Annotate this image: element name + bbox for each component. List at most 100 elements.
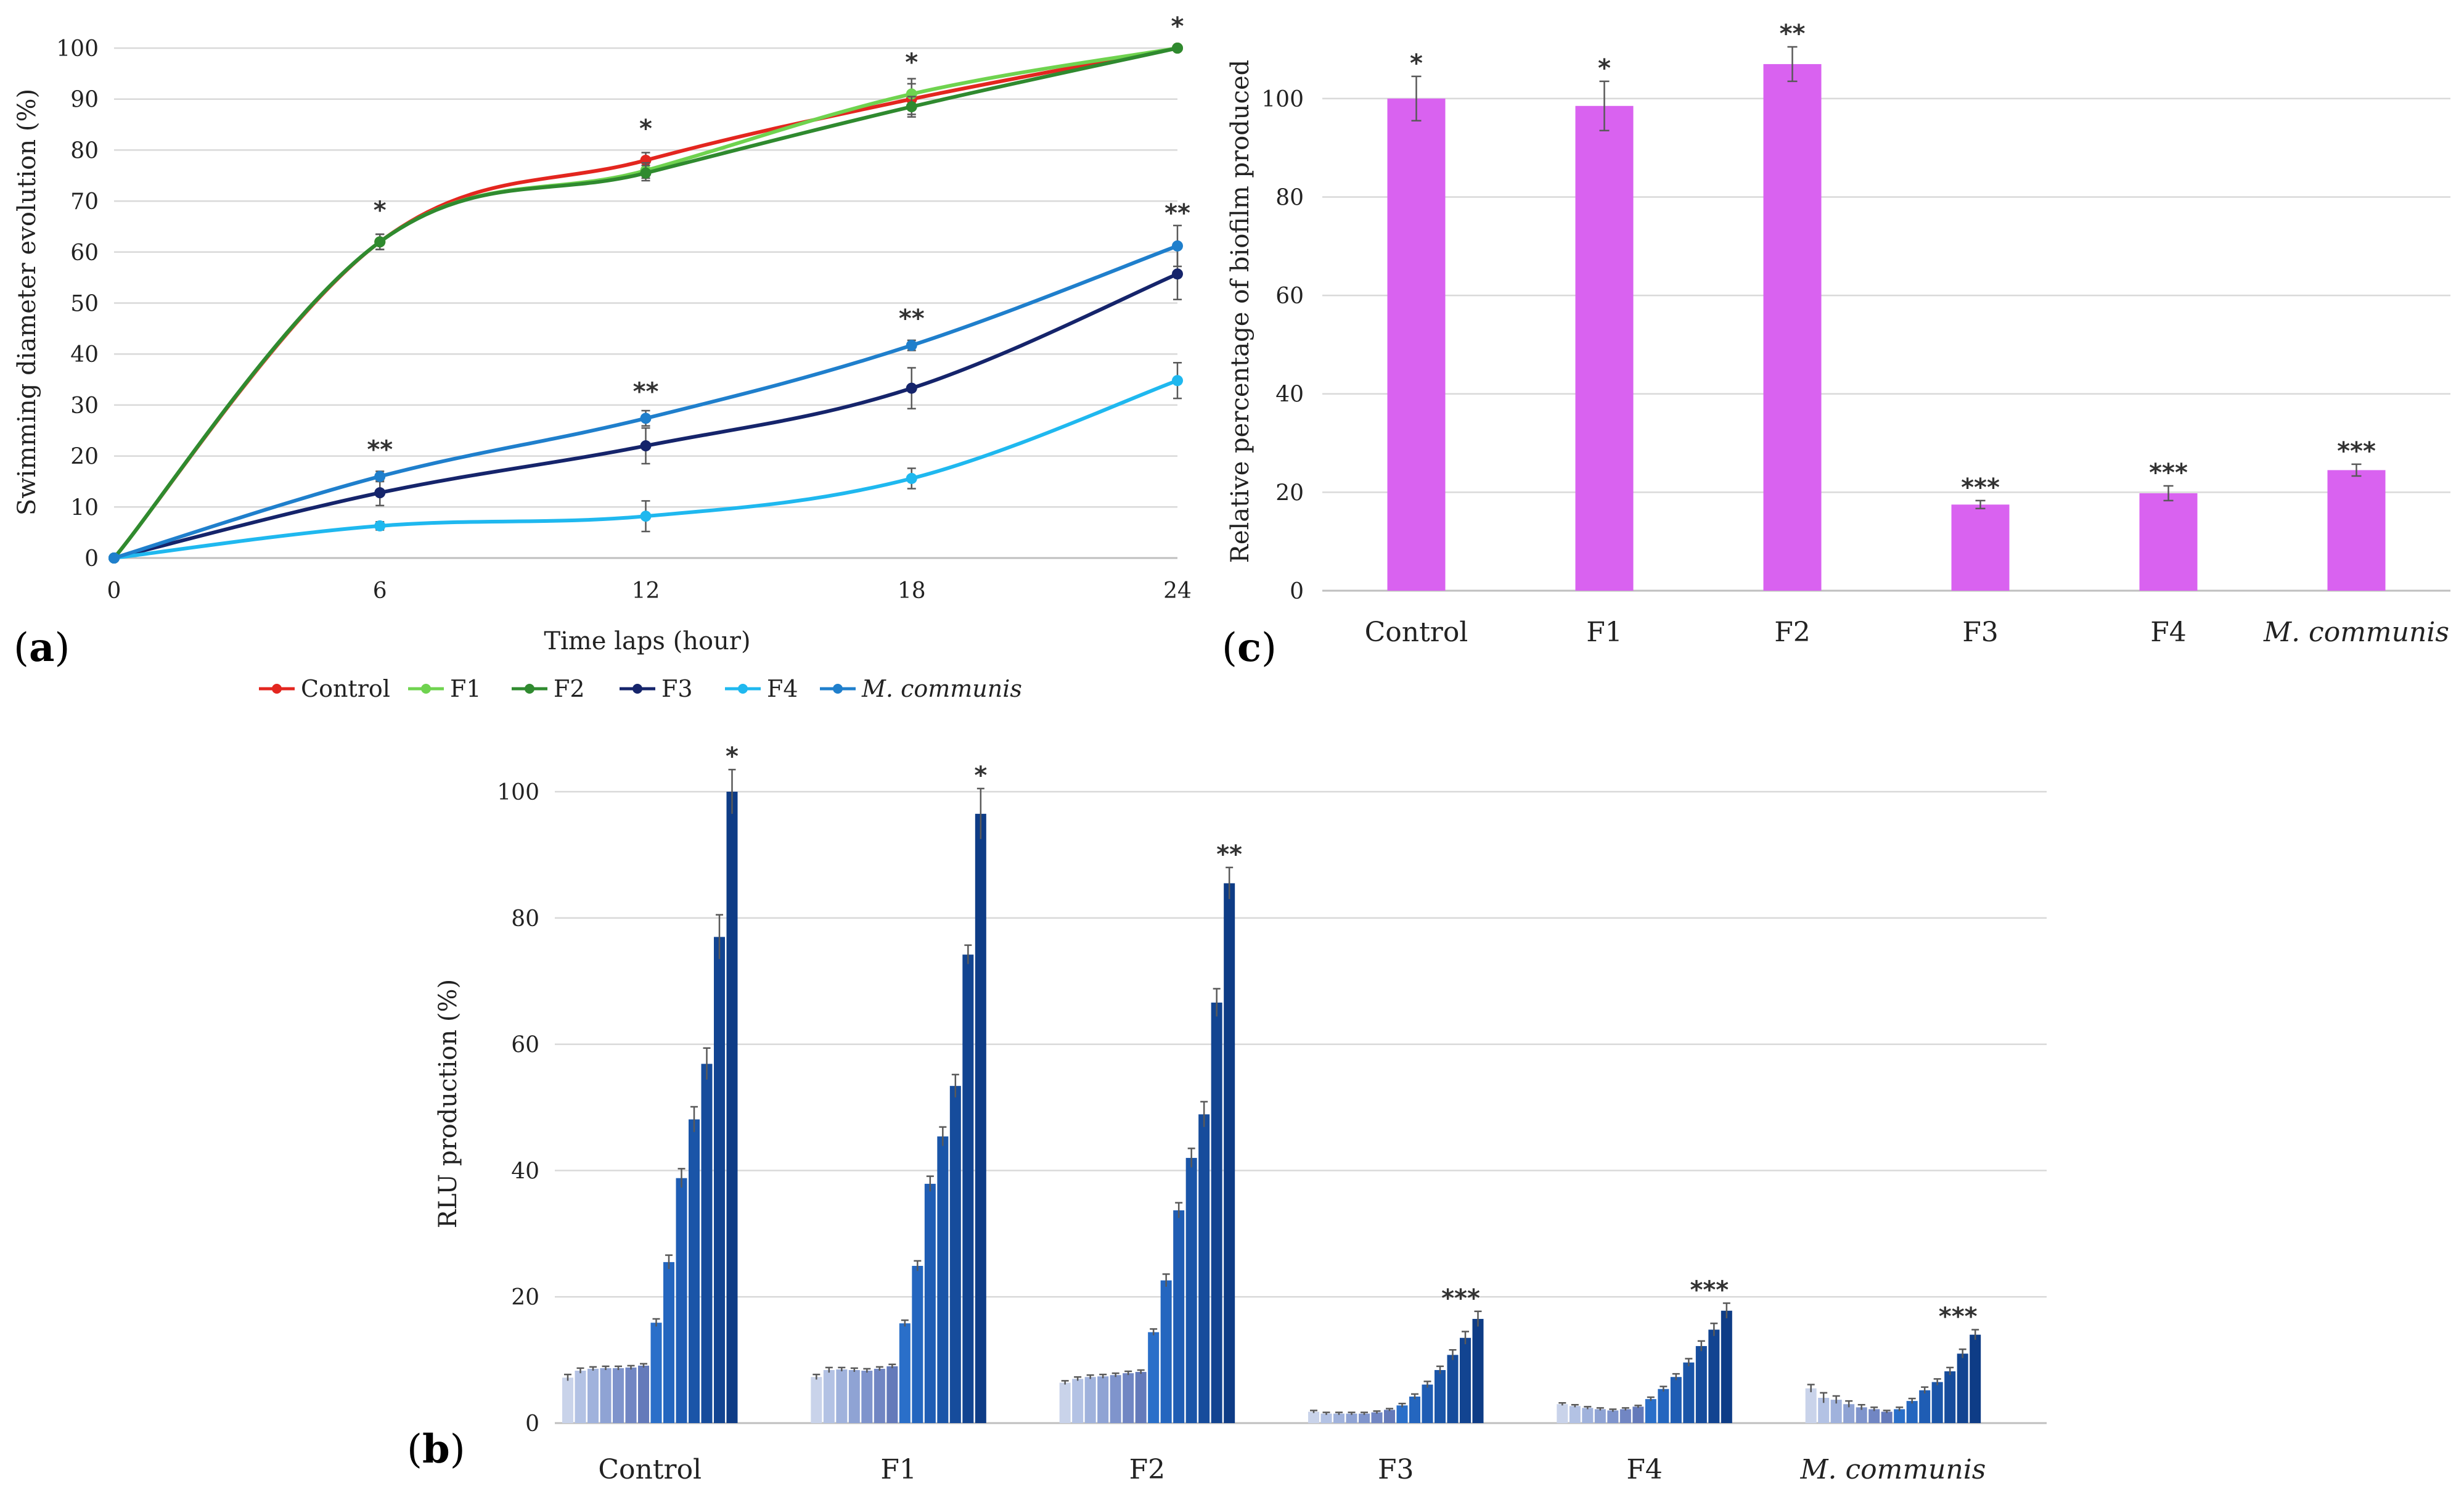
chart-b-bar	[1830, 1400, 1842, 1423]
chart-b-error-bar	[1111, 1372, 1119, 1377]
chart-c-error-bar	[1787, 46, 1798, 83]
chart-b-bar	[1346, 1413, 1357, 1423]
chart-b-bar	[1384, 1410, 1395, 1423]
chart-b-error-bar	[1672, 1373, 1680, 1381]
chart-b-error-bar	[1845, 1400, 1853, 1408]
chart-b-error-bar	[825, 1366, 833, 1373]
chart-b-x-tick-label: Control	[598, 1454, 702, 1485]
chart-a-y-tick-label: 80	[70, 138, 99, 163]
chart-a-data-point	[374, 520, 386, 532]
chart-b-error-bar	[863, 1368, 871, 1373]
chart-b-error-bar	[1971, 1329, 1979, 1340]
chart-c-bars: * ************	[1387, 20, 2386, 591]
chart-b-error-bar	[1086, 1374, 1094, 1379]
chart-b-bar	[1211, 1003, 1222, 1423]
panel-c-letter: c	[1237, 625, 1261, 671]
chart-b-error-bar	[1946, 1366, 1954, 1376]
chart-b-error-bar	[640, 1363, 647, 1368]
chart-b-bar	[1894, 1409, 1905, 1423]
chart-c-gridlines	[1322, 97, 2450, 592]
chart-a-legend-marker	[272, 684, 282, 694]
chart-b-bar	[1944, 1371, 1956, 1423]
chart-a-x-tick-label: 0	[107, 578, 121, 604]
chart-b-bar	[1658, 1389, 1669, 1423]
chart-a-data-point	[374, 236, 386, 248]
chart-b-bar	[836, 1369, 848, 1423]
chart-b-error-bar	[1933, 1378, 1941, 1385]
chart-b-bar	[1594, 1409, 1606, 1423]
chart-b-bar	[874, 1368, 885, 1423]
chart-a-data-point	[640, 440, 652, 452]
chart-b-bar	[1970, 1334, 1981, 1423]
chart-b-bar	[1333, 1413, 1345, 1423]
chart-b-bar	[1059, 1382, 1071, 1423]
chart-a-data-point	[906, 472, 917, 484]
chart-b-bar	[1396, 1405, 1408, 1423]
chart-b-error-bar	[1310, 1410, 1317, 1413]
chart-b-bar	[562, 1377, 573, 1423]
chart-b-bar	[613, 1368, 624, 1423]
chart-c-bar	[2327, 470, 2386, 591]
chart-b-bar	[912, 1266, 923, 1423]
chart-b-bars: ******* ******	[562, 742, 1981, 1423]
chart-b-error-bar	[1335, 1411, 1343, 1415]
chart-c-error-bar	[2163, 485, 2174, 502]
chart-a-x-tick-label: 12	[632, 578, 660, 604]
chart-a-legend-label: F1	[450, 675, 481, 702]
chart-a-x-tick-label: 24	[1163, 578, 1192, 604]
chart-b-significance-marker: **	[1216, 840, 1242, 869]
chart-b-bar	[1708, 1329, 1720, 1423]
chart-b-bar	[1619, 1409, 1631, 1423]
chart-b-error-bar	[1150, 1328, 1158, 1336]
chart-a-y-tick-label: 40	[70, 342, 99, 367]
chart-b-error-bar	[1411, 1393, 1418, 1400]
chart-b-error-bar	[1621, 1407, 1629, 1411]
chart-a-legend-label: F2	[554, 675, 585, 702]
chart-a-y-tick-label: 60	[70, 240, 99, 266]
chart-b-error-bar	[615, 1365, 622, 1370]
chart-b-bar	[886, 1366, 898, 1423]
chart-b-significance-marker: ***	[1939, 1302, 1978, 1331]
chart-b-error-bar	[576, 1367, 584, 1374]
chart-b-error-bar	[716, 914, 723, 959]
chart-a-y-tick-label: 100	[56, 36, 99, 62]
chart-b-error-bar	[1571, 1404, 1579, 1408]
chart-b-x-tick-label: F1	[880, 1454, 917, 1485]
chart-b-bar	[1173, 1210, 1185, 1423]
chart-b-bar	[1881, 1411, 1893, 1423]
chart-c-bar	[1387, 98, 1446, 591]
chart-b-bar	[1435, 1369, 1446, 1423]
chart-b-error-bar	[627, 1365, 635, 1369]
chart-b-bar	[1957, 1353, 1968, 1423]
chart-b-bar	[937, 1136, 949, 1423]
chart-b-bar	[1919, 1390, 1931, 1423]
chart-b-bar	[1721, 1310, 1732, 1423]
chart-b-error-bar	[1722, 1302, 1730, 1319]
chart-b-error-bar	[1660, 1385, 1668, 1392]
chart-b-bar	[1185, 1157, 1197, 1423]
chart-b-error-bar	[926, 1175, 934, 1192]
chart-b-error-bar	[1883, 1410, 1891, 1413]
chart-c-y-ticks: 0 20 40 60 80 100	[1261, 87, 1304, 604]
chart-b-error-bar	[1099, 1373, 1107, 1379]
chart-b-bar	[1148, 1332, 1160, 1423]
chart-a-data-point	[1172, 43, 1183, 54]
chart-b-y-tick-label: 100	[497, 780, 539, 805]
chart-b-bar	[1123, 1373, 1134, 1423]
chart-a-legend-marker	[833, 684, 843, 694]
chart-b-error-bar	[1175, 1202, 1183, 1218]
chart-b-error-bar	[1462, 1331, 1469, 1344]
chart-a-x-ticks: 0 6 12 18 24	[107, 578, 1192, 604]
chart-b-bar	[714, 937, 725, 1423]
chart-b-error-bar	[850, 1367, 858, 1373]
chart-c-x-tick-label: Control	[1365, 617, 1468, 648]
chart-b-bar	[1645, 1399, 1656, 1423]
chart-a-legend-marker	[632, 684, 642, 694]
chart-b-error-bar	[1647, 1396, 1655, 1402]
chart-b-error-bar	[1423, 1381, 1431, 1388]
chart-a-data-point	[906, 340, 917, 351]
chart-b-error-bar	[589, 1366, 597, 1371]
chart-b-bar	[1582, 1408, 1594, 1423]
